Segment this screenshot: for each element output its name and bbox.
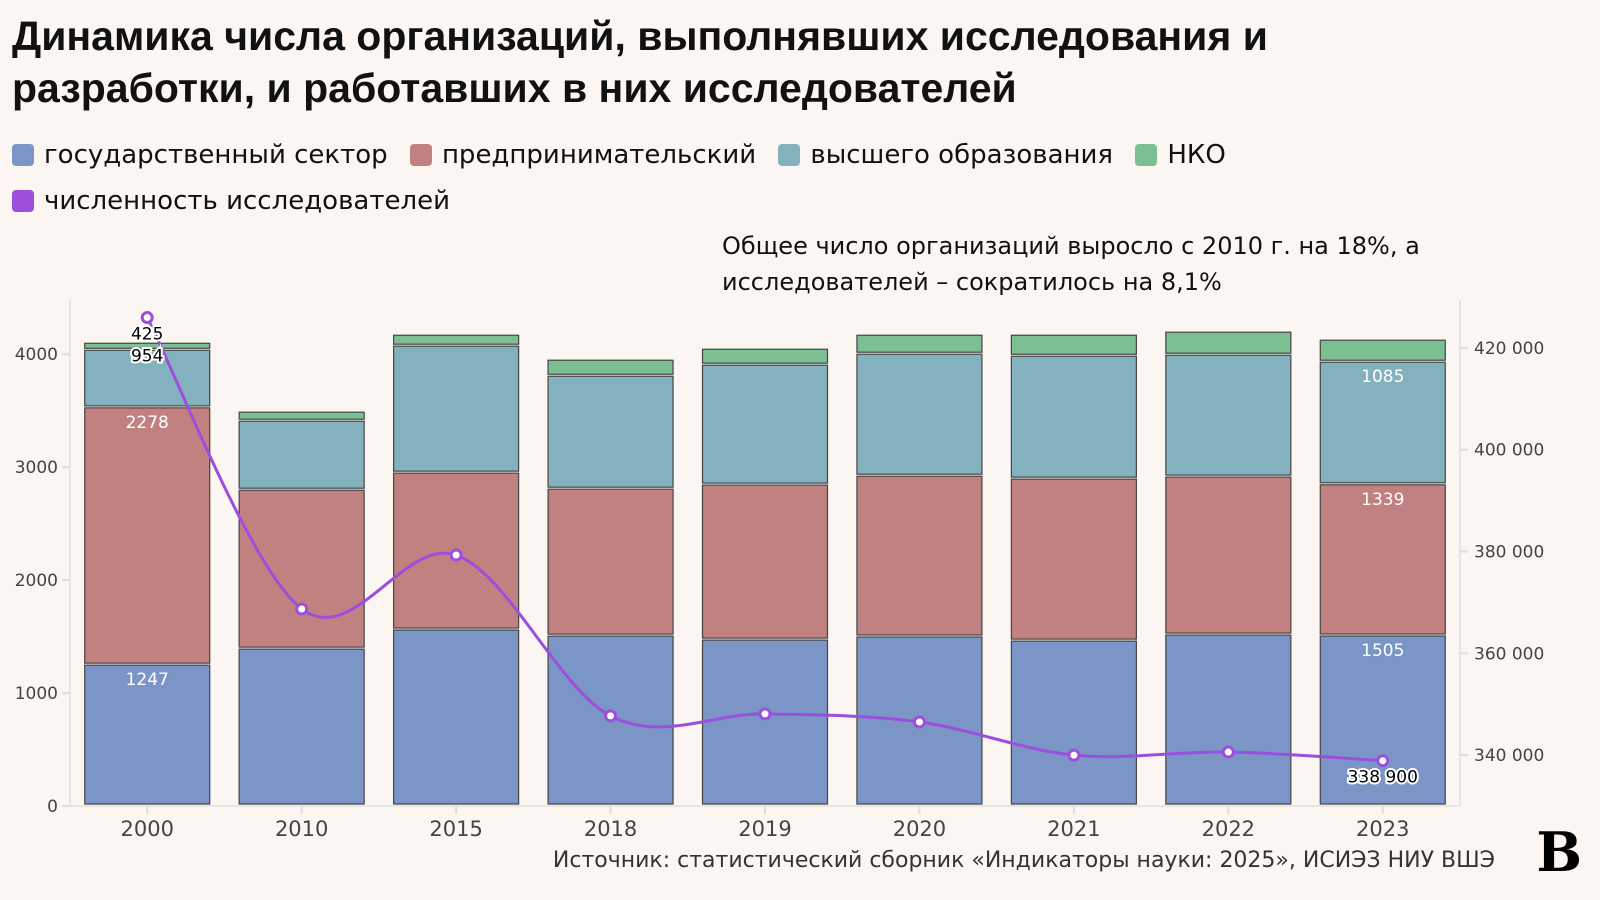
bar-segment [1010,334,1137,355]
bar-segment [238,489,365,648]
bar-data-label: 1505 [1361,641,1404,661]
bar-segment [856,475,983,636]
bar-segment [1010,640,1137,805]
bar-segment [1319,361,1446,484]
bar-data-label: 1339 [1361,490,1404,510]
bar-segment [84,342,211,349]
bar-segment [701,364,829,484]
legend-label: высшего образования [810,140,1114,170]
bar-segment [84,664,211,805]
source-note: Источник: статистический сборник «Индика… [552,848,1495,873]
legend-item-nko: НКО [1135,132,1226,178]
bar-segment [1319,339,1446,361]
researchers-data-label: 338 900 [1348,768,1418,788]
bar-segment [547,375,674,488]
researchers-data-label: 954 [131,347,163,367]
x-tick-label: 2019 [738,817,791,841]
legend-label: НКО [1167,140,1226,170]
bar-segment [84,407,211,664]
bar-segment [701,639,829,805]
legend-label: государственный сектор [44,140,388,170]
researchers-point [140,311,154,325]
bar-segment [547,359,674,375]
bar-segment [393,345,520,472]
bar-segment [393,334,520,345]
y2-tick-label: 340 000 [1474,746,1544,766]
legend-swatch [778,144,801,166]
researchers-point [1221,745,1235,759]
legend: государственный сектор предпринимательск… [12,132,1312,224]
bar-segment [1165,354,1292,476]
bar-segment [1165,476,1292,634]
bar-segment [1319,635,1446,805]
bar-segment [856,353,983,475]
x-tick-label: 2020 [893,817,946,841]
bar-segment [84,349,211,407]
bar-segment [238,648,365,805]
legend-swatch [1135,144,1158,166]
y-tick-label: 3000 [15,458,58,478]
y-tick-label: 0 [47,797,58,817]
researchers-point [912,715,926,729]
legend-item-higher-ed: высшего образования [778,132,1113,178]
y-tick-label: 1000 [15,684,58,704]
bar-segment [238,420,365,489]
bar-segment [1010,478,1137,640]
x-tick-label: 2010 [275,817,328,841]
legend-swatch [12,190,34,212]
bar-data-label: 1085 [1361,367,1404,387]
legend-swatch [12,144,34,166]
x-tick-label: 2022 [1202,817,1255,841]
x-tick-label: 2021 [1047,817,1100,841]
bar-segment [701,348,829,364]
y2-tick-label: 360 000 [1474,644,1544,664]
bar-segment [1165,634,1292,805]
legend-item-researchers: численность исследователей [12,178,450,224]
bar-segment [1165,331,1292,354]
legend-label: численность исследователей [44,186,450,216]
bar-segment [1010,355,1137,478]
researchers-point [295,602,309,616]
bar-data-label: 1247 [126,670,169,690]
bar-segment [547,488,674,635]
legend-label: предпринимательский [441,140,757,170]
bar-segment [701,484,829,639]
annotation: Общее число организаций выросло с 2010 г… [722,232,1420,296]
researchers-data-label: 425 [131,325,163,345]
vedomosti-logo: В [1536,820,1582,884]
legend-item-gov: государственный сектор [12,132,388,178]
y2-tick-label: 420 000 [1474,339,1544,359]
bar-segment [393,629,520,805]
bar-segment [1319,484,1446,635]
bar-data-label: 2278 [126,413,169,433]
researchers-point [604,709,618,723]
y-tick-label: 2000 [15,571,58,591]
legend-item-business: предпринимательский [409,132,757,178]
researchers-point [1376,754,1390,768]
y2-tick-label: 380 000 [1474,542,1544,562]
researchers-point [758,707,772,721]
y-tick-label: 4000 [15,345,58,365]
bar-segment [238,411,365,420]
x-tick-label: 2018 [584,817,637,841]
bar-segment [856,334,983,353]
x-tick-label: 2023 [1356,817,1409,841]
x-tick-label: 2015 [429,817,482,841]
researchers-point [1067,748,1081,762]
chart-title: Динамика числа организаций, выполнявших … [12,13,1268,111]
legend-swatch [409,144,432,166]
y2-tick-label: 400 000 [1474,441,1544,461]
researchers-point [449,548,463,562]
x-tick-label: 2000 [120,817,173,841]
